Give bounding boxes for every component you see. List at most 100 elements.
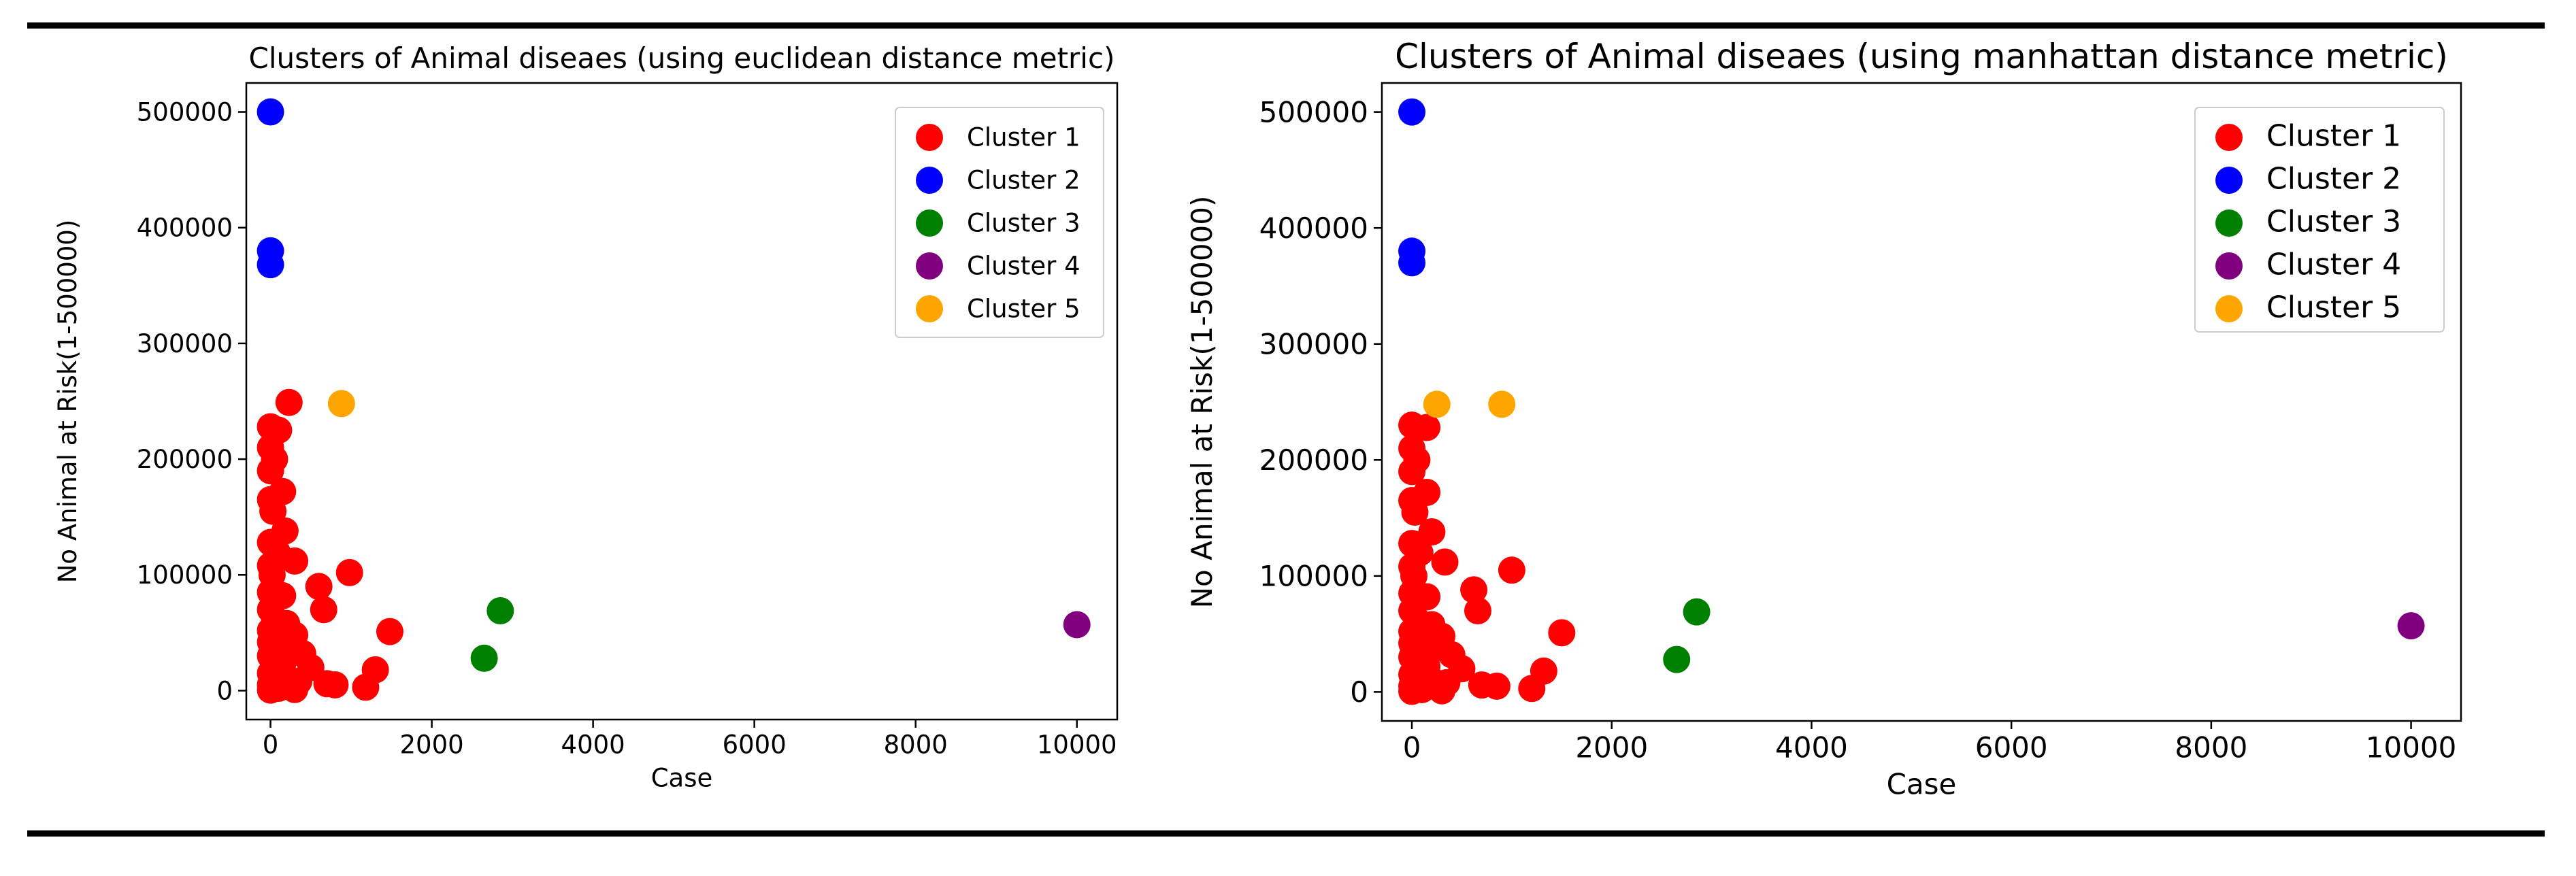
y-tick-label: 100000	[137, 560, 233, 590]
legend-label-cluster-5: Cluster 5	[967, 294, 1080, 324]
data-points	[1398, 98, 2425, 705]
point-cluster-2	[1398, 249, 1426, 277]
point-cluster-1	[352, 673, 380, 701]
y-tick-label: 100000	[1259, 560, 1368, 593]
plot-area	[1381, 82, 2462, 722]
y-axis-label: No Animal at Risk(1-500000)	[53, 220, 82, 584]
point-cluster-1	[257, 676, 284, 704]
legend-label-cluster-4: Cluster 4	[2266, 248, 2401, 282]
point-cluster-1	[1431, 548, 1459, 576]
legend-label-cluster-5: Cluster 5	[2266, 290, 2401, 325]
legend-label-cluster-3: Cluster 3	[967, 209, 1080, 238]
point-cluster-1	[275, 388, 303, 416]
legend-marker-cluster-1	[916, 124, 943, 151]
legend-box	[895, 107, 1104, 338]
x-tick-label: 6000	[723, 730, 787, 759]
chart-title: Clusters of Animal diseaes (using euclid…	[249, 41, 1115, 75]
point-cluster-1	[1401, 499, 1429, 526]
legend-label-cluster-4: Cluster 4	[967, 252, 1080, 281]
x-tick-label: 6000	[1975, 731, 2048, 764]
point-cluster-1	[321, 671, 349, 698]
point-cluster-1	[335, 558, 363, 586]
y-tick-label: 200000	[1259, 443, 1368, 477]
point-cluster-1	[1398, 677, 1426, 705]
chart-1: Clusters of Animal diseaes (using euclid…	[53, 41, 1119, 792]
x-tick-label: 4000	[1775, 731, 1848, 764]
point-cluster-5	[1423, 390, 1451, 418]
point-cluster-2	[257, 251, 284, 279]
point-cluster-4	[2397, 612, 2425, 640]
legend-label-cluster-1: Cluster 1	[967, 123, 1080, 152]
legend-marker-cluster-1	[2215, 124, 2243, 151]
y-tick-label: 300000	[137, 329, 233, 358]
y-tick-label: 500000	[1259, 95, 1368, 129]
legend-label-cluster-3: Cluster 3	[2266, 205, 2401, 239]
point-cluster-1	[376, 618, 403, 645]
point-cluster-1	[1460, 576, 1488, 604]
legend-marker-cluster-3	[916, 209, 943, 237]
point-cluster-1	[1398, 458, 1426, 486]
legend-marker-cluster-4	[916, 252, 943, 280]
legend-box	[2194, 107, 2445, 333]
y-tick-label: 400000	[1259, 212, 1368, 245]
point-cluster-1	[257, 457, 284, 485]
point-cluster-1	[1413, 414, 1441, 441]
point-cluster-1	[1418, 518, 1446, 546]
point-cluster-1	[1483, 672, 1510, 700]
legend-label-cluster-2: Cluster 2	[967, 166, 1080, 195]
x-tick-label: 2000	[400, 730, 464, 759]
y-tick-label: 0	[216, 676, 233, 705]
legend: Cluster 1 Cluster 2 Cluster 3 Cluster 4 Clus…	[2194, 107, 2445, 333]
x-tick-label: 4000	[561, 730, 625, 759]
point-cluster-5	[327, 390, 355, 418]
x-tick-label: 8000	[884, 730, 948, 759]
plot-area	[245, 82, 1119, 721]
point-cluster-1	[1518, 675, 1546, 703]
point-cluster-2	[1398, 98, 1426, 126]
point-cluster-1	[281, 547, 309, 575]
y-axis-label: No Animal at Risk(1-500000)	[1185, 196, 1219, 609]
point-cluster-1	[1428, 677, 1456, 705]
top-rule	[27, 22, 2545, 29]
x-tick-label: 8000	[2175, 731, 2247, 764]
x-axis-label: Case	[1887, 768, 1957, 801]
y-tick-label: 0	[1350, 675, 1368, 709]
point-cluster-1	[281, 675, 309, 703]
legend-marker-cluster-5	[2215, 295, 2243, 322]
point-cluster-3	[1683, 598, 1711, 626]
legend-label-cluster-2: Cluster 2	[2266, 162, 2401, 197]
x-axis-label: Case	[651, 763, 713, 792]
x-tick-label: 2000	[1575, 731, 1648, 764]
legend-marker-cluster-2	[2215, 167, 2243, 194]
legend-label-cluster-1: Cluster 1	[2266, 119, 2401, 154]
point-cluster-1	[305, 573, 333, 601]
point-cluster-1	[310, 596, 337, 624]
point-cluster-3	[470, 644, 498, 672]
point-cluster-3	[1663, 645, 1691, 673]
point-cluster-5	[1488, 390, 1516, 418]
legend-marker-cluster-4	[2215, 252, 2243, 280]
x-tick-label: 0	[263, 730, 279, 759]
legend-marker-cluster-2	[916, 167, 943, 194]
data-points	[257, 98, 1091, 704]
chart-2: Clusters of Animal diseaes (using manhat…	[1185, 37, 2462, 801]
legend: Cluster 1 Cluster 2 Cluster 3 Cluster 4 Clus…	[895, 107, 1104, 338]
y-tick-label: 500000	[137, 97, 233, 127]
y-tick-label: 300000	[1259, 327, 1368, 360]
x-tick-label: 10000	[1037, 730, 1117, 759]
y-tick-label: 400000	[137, 214, 233, 243]
point-cluster-1	[259, 497, 287, 525]
x-tick-label: 10000	[2366, 731, 2457, 764]
legend-marker-cluster-5	[916, 295, 943, 322]
x-tick-label: 0	[1403, 731, 1421, 764]
point-cluster-3	[486, 597, 514, 625]
point-cluster-1	[1498, 556, 1525, 584]
point-cluster-1	[1464, 596, 1491, 624]
point-cluster-1	[1548, 619, 1576, 647]
legend-marker-cluster-3	[2215, 209, 2243, 237]
bottom-rule	[27, 830, 2545, 837]
chart-title: Clusters of Animal diseaes (using manhat…	[1395, 37, 2448, 76]
point-cluster-2	[257, 98, 284, 126]
y-tick-label: 200000	[137, 445, 233, 474]
